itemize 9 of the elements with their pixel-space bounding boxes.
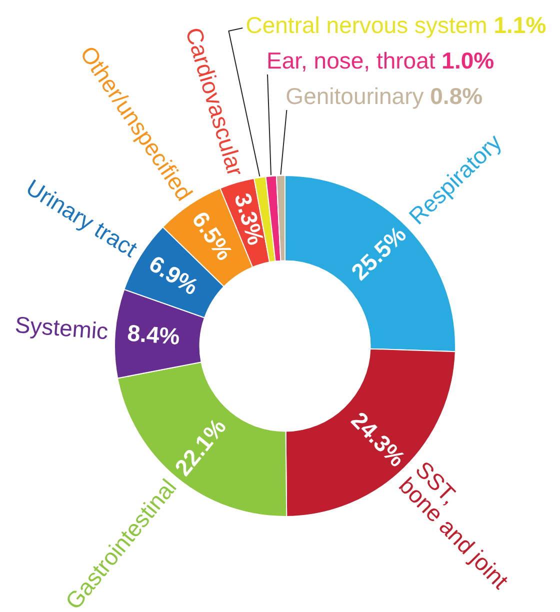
slice-label: Genitourinary	[286, 83, 430, 109]
data-label: 8.4%	[126, 320, 181, 350]
slice-label: Ear, nose, throat	[266, 48, 442, 74]
slice-label: Central nervous system	[246, 12, 494, 38]
data-label: 1.1%	[494, 12, 546, 38]
data-label: 3.3%	[229, 190, 270, 248]
data-label: 1.0%	[442, 48, 494, 74]
slice-label: Systemic	[14, 311, 110, 344]
data-label: 0.8%	[430, 83, 483, 109]
